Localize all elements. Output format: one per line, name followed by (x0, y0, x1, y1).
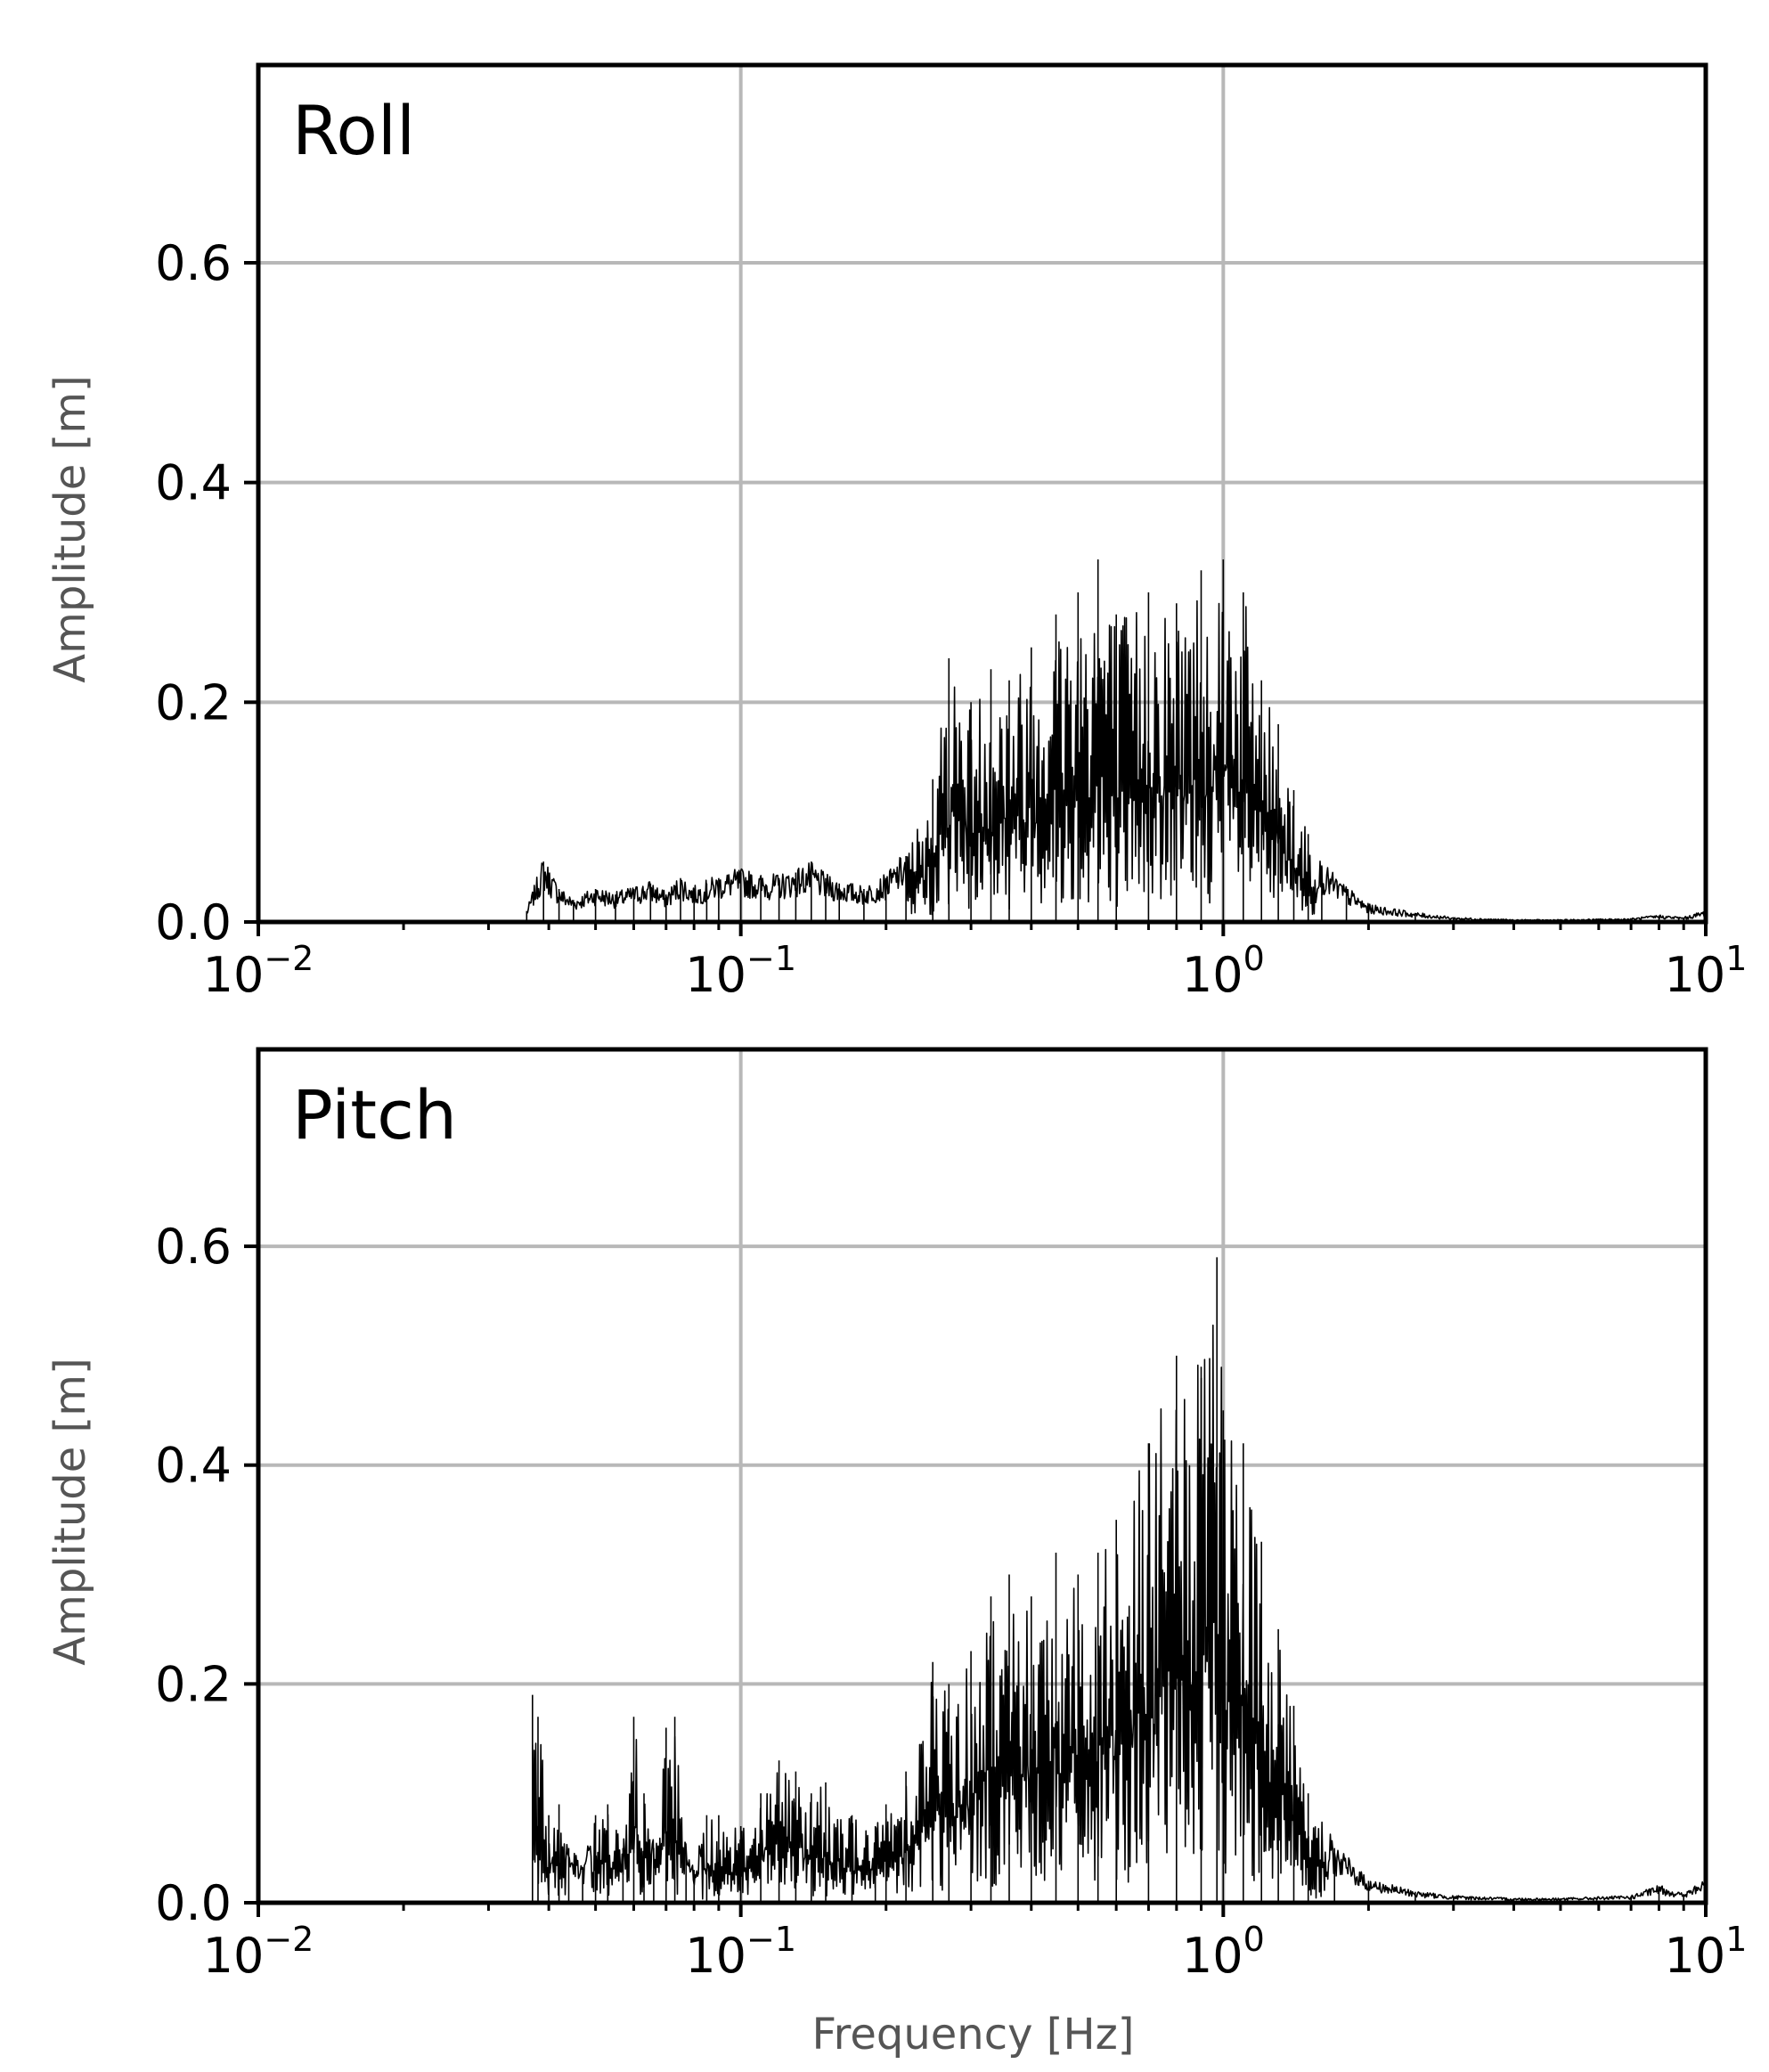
y-tick-label: 0.0 (155, 894, 232, 950)
y-tick-label: 0.2 (155, 1656, 232, 1712)
y-axis-label: Amplitude [m] (45, 1358, 95, 1665)
x-tick-label: 101 (1665, 939, 1748, 1003)
y-tick-label: 0.6 (155, 235, 232, 291)
panel-title: Roll (292, 91, 415, 170)
y-tick-label: 0.4 (155, 1438, 232, 1494)
plot-frame (256, 1047, 1708, 1905)
plot-frame (256, 62, 1708, 925)
x-tick-label: 10−1 (685, 1920, 796, 1984)
x-tick-label: 10−2 (203, 939, 314, 1003)
series-trace (532, 1324, 1707, 1902)
x-tick-label: 10−2 (203, 1920, 314, 1984)
x-tick-label: 100 (1182, 939, 1265, 1003)
y-tick-label: 0.2 (155, 674, 232, 730)
y-tick-label: 0.0 (155, 1875, 232, 1931)
y-tick-label: 0.4 (155, 455, 232, 511)
panel-title: Pitch (292, 1075, 457, 1154)
y-axis-label: Amplitude [m] (45, 375, 95, 682)
x-tick-label: 100 (1182, 1920, 1265, 1984)
x-tick-label: 10−1 (685, 939, 796, 1003)
pitch-panel: 10−2 10−1 100 101 0.0 0.2 0.4 0.6 Amplitude [m] F… (45, 1047, 1748, 2060)
x-axis-label: Frequency [Hz] (812, 2010, 1135, 2060)
x-tick-label: 101 (1665, 1920, 1748, 1984)
roll-panel: 10−2 10−1 100 101 0.0 0.2 0.4 0.6 Amplitude [m] R… (45, 62, 1748, 1003)
y-tick-label: 0.6 (155, 1219, 232, 1275)
